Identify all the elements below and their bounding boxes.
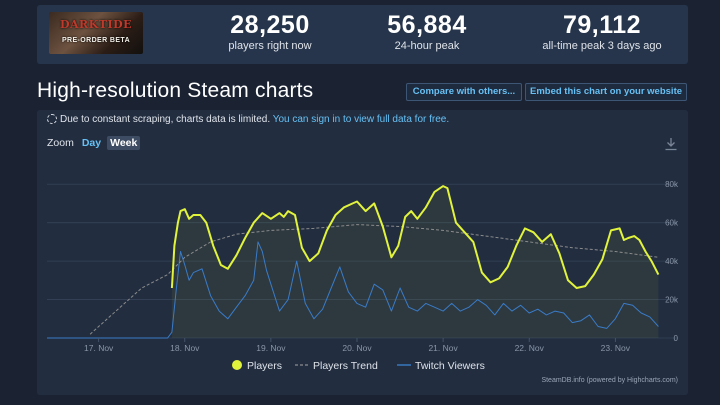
x-tick-label: 22. Nov [515, 343, 545, 353]
data-limited-notice: Due to constant scraping, charts data is… [47, 114, 449, 125]
legend-players-marker [232, 360, 242, 370]
loading-spinner-icon [47, 114, 57, 124]
zoom-week-button[interactable]: Week [107, 136, 141, 150]
legend-players-label: Players [247, 360, 282, 372]
players-area [171, 186, 659, 338]
chart-credit: SteamDB.info (powered by Highcharts.com) [541, 377, 678, 384]
chart-legend: Players Players Trend Twitch Viewers [232, 360, 485, 372]
players-line [170, 185, 660, 289]
stat-value: 79,112 [562, 11, 642, 39]
banner-title: DARKTIDE [59, 18, 133, 31]
y-tick-label: 60k [665, 219, 679, 228]
x-tick-label: 18. Nov [170, 343, 200, 353]
x-tick-label: 17. Nov [84, 343, 114, 353]
zoom-day-button[interactable]: Day [81, 137, 102, 149]
y-tick-label: 20k [665, 296, 679, 305]
zoom-label: Zoom [47, 137, 74, 149]
y-tick-label: 0 [674, 334, 679, 343]
embed-chart-button[interactable]: Embed this chart on your website [525, 83, 687, 101]
stats-bar: DARKTIDE PRE-ORDER BETA 28,250 players r… [37, 5, 688, 64]
stat-value: 28,250 [230, 11, 310, 39]
y-tick-label: 80k [665, 180, 679, 189]
zoom-controls: Zoom Day Week [47, 136, 141, 150]
stat-label: 24-hour peak [394, 40, 460, 52]
x-tick-label: 20. Nov [342, 343, 372, 353]
legend-trend-label: Players Trend [313, 360, 378, 372]
download-icon[interactable] [664, 137, 678, 151]
sign-in-link[interactable]: You can sign in to view full data for fr… [272, 114, 450, 125]
x-tick-label: 19. Nov [256, 343, 286, 353]
page-title: High-resolution Steam charts [37, 79, 314, 102]
stat-label: all-time peak 3 days ago [542, 40, 662, 52]
notice-text: Due to constant scraping, charts data is… [60, 114, 271, 125]
game-banner-image[interactable]: DARKTIDE PRE-ORDER BETA [49, 12, 143, 54]
legend-twitch-label: Twitch Viewers [415, 360, 485, 372]
players-trend-line [89, 224, 659, 335]
x-tick-label: 23. Nov [601, 343, 631, 353]
stat-24h-peak: 56,884 24-hour peak [342, 11, 512, 53]
compare-button[interactable]: Compare with others... [406, 83, 522, 101]
chart-panel: Due to constant scraping, charts data is… [37, 110, 688, 395]
twitch-viewers-line [47, 241, 659, 339]
stat-value: 56,884 [387, 11, 467, 39]
stat-current-players: 28,250 players right now [185, 11, 355, 53]
stat-all-time-peak: 79,112 all-time peak 3 days ago [522, 11, 682, 53]
players-chart: 17. Nov 18. Nov 19. Nov 20. Nov 21. Nov 22. N… [47, 180, 679, 372]
y-tick-label: 40k [665, 257, 679, 266]
x-tick-label: 21. Nov [428, 343, 458, 353]
stat-label: players right now [228, 40, 312, 52]
banner-subtitle: PRE-ORDER BETA [61, 37, 131, 44]
